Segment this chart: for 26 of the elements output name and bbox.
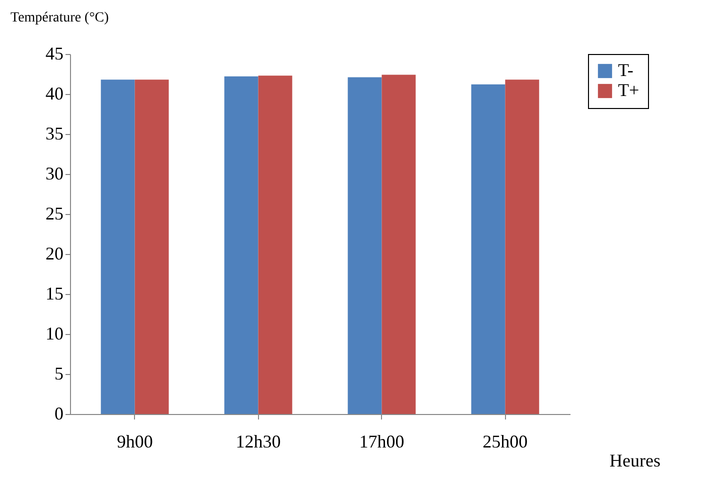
y-tick-label: 30: [46, 164, 64, 184]
y-tick-label: 40: [46, 84, 64, 104]
y-tick-label: 45: [46, 44, 64, 64]
bar: [258, 76, 292, 414]
bar: [382, 74, 416, 414]
y-tick-label: 15: [46, 284, 64, 304]
y-axis-title: Température (°C): [10, 10, 110, 26]
x-tick-label: 17h00: [359, 432, 404, 452]
legend-label: T+: [618, 80, 640, 100]
bar: [505, 80, 540, 414]
bar: [224, 76, 258, 414]
bar: [348, 77, 382, 414]
x-tick-label: 9h00: [116, 432, 153, 452]
x-axis-title: Heures: [610, 450, 660, 470]
y-tick-label: 5: [54, 364, 64, 384]
x-tick-label: 12h30: [236, 432, 281, 452]
y-tick-label: 0: [54, 404, 64, 424]
x-tick-label: 25h00: [482, 432, 528, 452]
bar: [100, 80, 135, 414]
bar: [471, 84, 506, 414]
y-tick-label: 10: [46, 324, 64, 344]
bar: [134, 80, 169, 414]
y-tick-label: 35: [46, 124, 64, 144]
legend-label: T-: [618, 60, 634, 80]
y-tick-label: 20: [46, 244, 64, 264]
y-tick-label: 25: [46, 204, 64, 224]
